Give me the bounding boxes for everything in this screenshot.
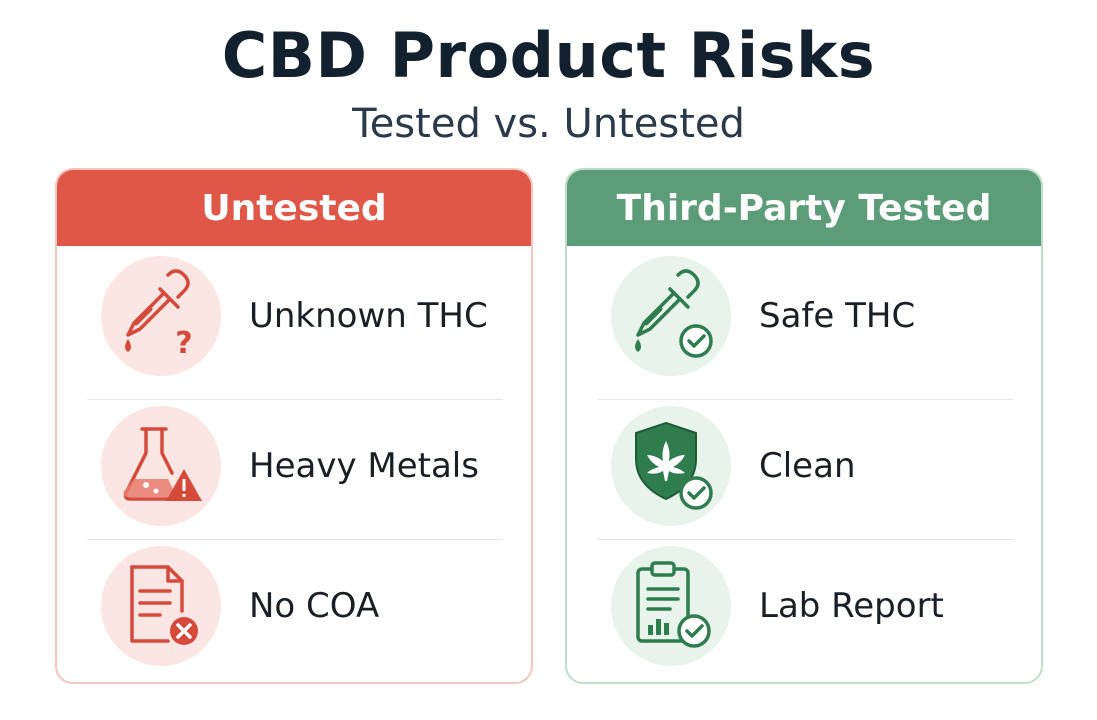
page-title: CBD Product Risks bbox=[221, 19, 876, 92]
untested-item-label: Unknown THC bbox=[249, 296, 488, 336]
tested-item-safe-thc: Safe THC bbox=[567, 248, 1041, 384]
divider bbox=[597, 539, 1013, 540]
divider bbox=[87, 539, 503, 540]
tested-item-label: Lab Report bbox=[759, 586, 944, 626]
divider bbox=[87, 399, 503, 400]
untested-item-no-coa: No COA bbox=[57, 538, 531, 674]
clipboard-chart-check-icon bbox=[611, 546, 731, 666]
tested-item-clean: Clean bbox=[567, 398, 1041, 534]
tested-panel: Third-Party Tested Safe THC bbox=[565, 168, 1043, 684]
untested-panel: Untested ? Unknown THC bbox=[55, 168, 533, 684]
page-subtitle: Tested vs. Untested bbox=[352, 101, 745, 147]
svg-text:?: ? bbox=[175, 326, 192, 361]
tested-item-lab-report: Lab Report bbox=[567, 538, 1041, 674]
dropper-check-icon bbox=[611, 256, 731, 376]
tested-item-label: Clean bbox=[759, 446, 856, 486]
untested-item-unknown-thc: ? Unknown THC bbox=[57, 248, 531, 384]
tested-item-label: Safe THC bbox=[759, 296, 916, 336]
tested-header: Third-Party Tested bbox=[567, 170, 1041, 246]
untested-header: Untested bbox=[57, 170, 531, 246]
document-x-icon bbox=[101, 546, 221, 666]
shield-leaf-check-icon bbox=[611, 406, 731, 526]
untested-item-label: Heavy Metals bbox=[249, 446, 479, 486]
divider bbox=[597, 399, 1013, 400]
flask-warning-icon bbox=[101, 406, 221, 526]
dropper-question-icon: ? bbox=[101, 256, 221, 376]
untested-item-heavy-metals: Heavy Metals bbox=[57, 398, 531, 534]
untested-item-label: No COA bbox=[249, 586, 380, 626]
